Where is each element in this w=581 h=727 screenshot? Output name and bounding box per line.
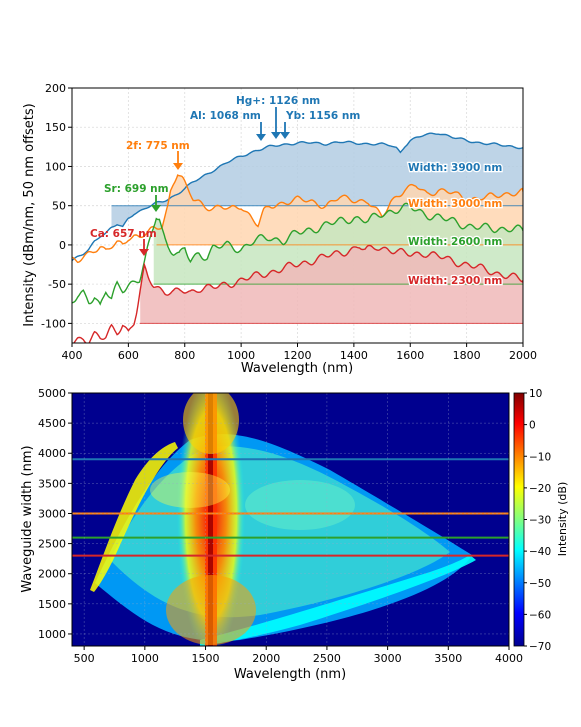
heatmap-dispersive-wave [90, 442, 178, 592]
arrow-ca [139, 239, 149, 256]
spectra-y-tick-label: -100 [41, 317, 66, 330]
heatmap-image [72, 393, 509, 646]
heatmap-pump-top [183, 393, 239, 454]
annotation-2f: 2f: 775 nm [126, 140, 190, 152]
heatmap-y-tick-label: 1500 [38, 598, 66, 611]
series-line-0 [72, 132, 523, 262]
heatmap-x-tick-label: 500 [74, 652, 95, 665]
heatmap-x-axis-label: Wavelength (nm) [234, 667, 346, 682]
colorbar-ticks: 10 0 −10 −20 −30 −40 −50 −60 −70 [524, 388, 551, 653]
heatmap-soliton-branch [200, 555, 476, 646]
heatmap-x-tick-label: 2000 [252, 652, 280, 665]
spectra-x-tick-label: 1400 [340, 349, 368, 362]
arrow-yb [280, 122, 290, 139]
spectra-x-tick-label: 2000 [509, 349, 537, 362]
colorbar-tick-label: −50 [529, 578, 551, 590]
spectra-x-tick-label: 1600 [396, 349, 424, 362]
annotation-yb: Yb: 1156 nm [285, 110, 360, 122]
spectra-x-ticks: 400 600 800 1000 1200 1400 1600 1800 2000 [62, 343, 537, 362]
colorbar-tick-label: 0 [529, 420, 536, 432]
annotation-hg: Hg+: 1126 nm [236, 95, 320, 107]
series-label-2600: Width: 2600 nm [408, 236, 502, 248]
spectra-y-axis-label: Intensity (dBm/nm, 50 nm offsets) [22, 103, 37, 327]
heatmap-y-ticks: 1000 1500 2000 2500 3000 3500 4000 4500 5000 [38, 387, 72, 641]
series-line-1 [72, 174, 523, 264]
spectra-x-tick-label: 600 [118, 349, 139, 362]
spectra-y-ticks: -100 -50 0 50 100 150 200 [41, 82, 72, 330]
spectra-y-tick-label: -50 [48, 278, 66, 291]
spectra-y-tick-label: 50 [52, 200, 66, 213]
heatmap-y-tick-label: 4000 [38, 447, 66, 460]
spectra-x-tick-label: 1000 [227, 349, 255, 362]
colorbar-tick-label: 10 [529, 388, 542, 400]
arrow-sr [151, 195, 161, 212]
heatmap-y-tick-label: 3000 [38, 507, 66, 520]
spectra-series-labels: Width: 3900 nm Width: 3000 nm Width: 260… [407, 161, 504, 289]
annotation-ca: Ca: 657 nm [90, 228, 157, 240]
heatmap-y-tick-label: 5000 [38, 387, 66, 400]
heatmap-x-tick-label: 3000 [374, 652, 402, 665]
spectra-x-tick-label: 800 [174, 349, 195, 362]
spectra-annotations: Hg+: 1126 nm Al: 1068 nm Yb: 1156 nm 2f:… [90, 95, 360, 256]
arrow-2f [173, 151, 183, 170]
heatmap-x-tick-label: 2500 [313, 652, 341, 665]
colorbar-tick-label: −30 [529, 515, 551, 527]
heatmap-y-tick-label: 4500 [38, 417, 66, 430]
heatmap-x-tick-label: 1000 [131, 652, 159, 665]
spectra-y-tick-label: 100 [45, 160, 66, 173]
colorbar-tick-label: −20 [529, 483, 551, 495]
heatmap-y-tick-label: 1000 [38, 628, 66, 641]
heatmap-plot-frame [71, 392, 510, 647]
heatmap-y-axis-label: Waveguide width (nm) [20, 445, 35, 592]
arrow-hg [271, 107, 281, 139]
colorbar-gradient [513, 392, 525, 647]
spectra-x-tick-label: 400 [62, 349, 83, 362]
spectra-lines [72, 132, 523, 343]
colorbar-tick-label: −60 [529, 609, 551, 621]
heatmap-y-tick-label: 2500 [38, 538, 66, 551]
annotation-sr: Sr: 699 nm [104, 183, 169, 195]
heatmap-x-tick-label: 1500 [192, 652, 220, 665]
spectra-y-tick-label: 150 [45, 121, 66, 134]
heatmap-x-ticks: 500 1000 1500 2000 2500 3000 3500 4000 [74, 646, 523, 665]
heatmap-x-tick-label: 3500 [434, 652, 462, 665]
colorbar-tick-label: −10 [529, 451, 551, 463]
colorbar-label: Intensity (dB) [556, 482, 569, 557]
series-label-3900: Width: 3900 nm [408, 162, 502, 174]
heatmap-y-tick-label: 3500 [38, 477, 66, 490]
heatmap-x-tick-label: 4000 [495, 652, 523, 665]
spectra-x-axis-label: Wavelength (nm) [241, 361, 353, 376]
spectra-x-tick-label: 1200 [284, 349, 312, 362]
annotation-al: Al: 1068 nm [190, 110, 261, 122]
series-line-3 [73, 244, 523, 343]
series-label-3000: Width: 3000 nm [408, 198, 502, 210]
spectra-panel: 400 600 800 1000 1200 1400 1600 1800 2000 -100-5… [22, 82, 537, 376]
spectra-x-tick-label: 1800 [453, 349, 481, 362]
colorbar-tick-label: −40 [529, 546, 551, 558]
colorbar: 10 0 −10 −20 −30 −40 −50 −60 −70 Intensity (dB) [513, 388, 569, 653]
heatmap-panel: 500 1000 1500 2000 2500 3000 3500 4000 1000 1500… [20, 387, 569, 682]
spectra-y-tick-label: 0 [59, 239, 66, 252]
arrow-al [256, 122, 266, 141]
spectra-y-tick-label: 200 [45, 82, 66, 95]
heatmap-y-tick-label: 2000 [38, 568, 66, 581]
series-line-2 [72, 202, 523, 306]
colorbar-tick-label: −70 [529, 641, 551, 653]
series-label-2300: Width: 2300 nm [408, 275, 502, 287]
